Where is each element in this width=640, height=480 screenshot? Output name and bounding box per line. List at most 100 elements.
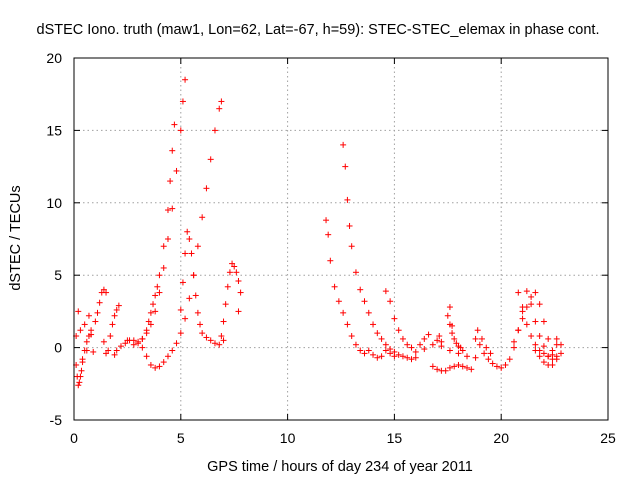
data-point <box>417 341 424 348</box>
data-point <box>143 327 150 334</box>
data-point <box>464 364 471 371</box>
y-tick-label: 0 <box>54 340 62 356</box>
data-point <box>446 304 453 311</box>
data-point <box>429 341 436 348</box>
data-point <box>152 364 159 371</box>
data-point <box>160 359 167 366</box>
data-point <box>536 353 543 360</box>
data-point <box>545 361 552 368</box>
data-point <box>220 318 227 325</box>
data-point <box>352 269 359 276</box>
data-point <box>182 250 189 257</box>
data-point <box>79 359 86 366</box>
data-point <box>449 330 456 337</box>
data-point <box>483 344 490 351</box>
data-point <box>203 185 210 192</box>
data-point <box>558 341 565 348</box>
data-point <box>472 335 479 342</box>
data-point <box>169 347 176 354</box>
axes <box>73 57 609 421</box>
data-point <box>115 302 122 309</box>
data-point <box>156 272 163 279</box>
data-point <box>111 351 118 358</box>
data-point <box>444 312 451 319</box>
data-point <box>85 312 92 319</box>
data-point <box>545 335 552 342</box>
data-point <box>184 228 191 235</box>
data-point <box>156 363 163 370</box>
data-point <box>169 147 176 154</box>
data-point <box>446 347 453 354</box>
data-point <box>352 341 359 348</box>
data-point <box>167 178 174 185</box>
data-point <box>348 243 355 250</box>
data-point <box>545 353 552 360</box>
data-point <box>474 327 481 334</box>
data-point <box>476 341 483 348</box>
x-tick-label: 20 <box>493 430 509 446</box>
data-point <box>150 301 157 308</box>
data-point <box>194 243 201 250</box>
data-point <box>190 272 197 279</box>
x-tick-label: 5 <box>177 430 185 446</box>
data-point <box>374 330 381 337</box>
data-point <box>103 289 110 296</box>
data-point <box>327 257 334 264</box>
data-point <box>173 167 180 174</box>
data-point <box>455 350 462 357</box>
y-tick-label: 10 <box>46 195 62 211</box>
data-point <box>532 289 539 296</box>
data-point <box>85 333 92 340</box>
data-point <box>459 363 466 370</box>
data-point <box>207 156 214 163</box>
data-point <box>75 308 82 315</box>
data-point <box>83 338 90 345</box>
data-point <box>429 363 436 370</box>
data-point <box>361 350 368 357</box>
x-axis-ticks: 0 5 10 15 20 25 <box>70 58 616 446</box>
data-point <box>75 382 82 389</box>
data-point <box>528 293 535 300</box>
data-point <box>226 269 233 276</box>
data-point <box>387 298 394 305</box>
data-point <box>81 321 88 328</box>
y-axis-label: dSTEC / TECUs <box>8 185 24 290</box>
data-point <box>344 196 351 203</box>
data-point <box>139 335 146 342</box>
data-point <box>346 222 353 229</box>
data-point <box>78 367 85 374</box>
data-point <box>218 98 225 105</box>
data-point <box>179 98 186 105</box>
y-axis-ticks: -5 0 5 10 15 20 <box>46 50 608 428</box>
data-point <box>493 363 500 370</box>
data-point <box>203 334 210 341</box>
data-point <box>348 333 355 340</box>
data-point <box>340 141 347 148</box>
data-point <box>130 341 137 348</box>
data-point <box>88 327 95 334</box>
data-point <box>468 366 475 373</box>
data-point <box>77 327 84 334</box>
data-point <box>117 343 124 350</box>
data-point <box>511 338 518 345</box>
data-point <box>374 354 381 361</box>
data-point <box>540 343 547 350</box>
data-point <box>357 286 364 293</box>
data-point <box>540 350 547 357</box>
data-point <box>216 105 223 112</box>
data-point <box>478 335 485 342</box>
data-point <box>370 321 377 328</box>
data-point <box>408 356 415 363</box>
data-point <box>143 353 150 360</box>
data-point <box>199 330 206 337</box>
data-point <box>96 299 103 306</box>
data-point <box>231 263 238 270</box>
data-point <box>442 367 449 374</box>
data-point <box>532 341 539 348</box>
data-point <box>451 363 458 370</box>
data-point <box>335 298 342 305</box>
data-point <box>331 283 338 290</box>
data-point <box>485 356 492 363</box>
data-point <box>147 361 154 368</box>
